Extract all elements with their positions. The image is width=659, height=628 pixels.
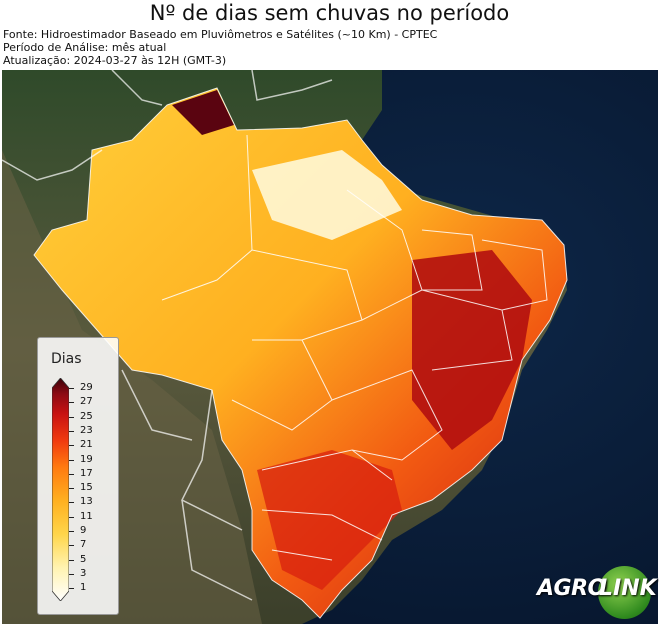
northern-pale-zone bbox=[252, 150, 402, 240]
legend-tick-mark bbox=[69, 573, 74, 575]
legend-tick-mark bbox=[69, 445, 74, 447]
northeast-dark-zone bbox=[412, 250, 532, 450]
legend-tick-label: 1 bbox=[80, 582, 87, 594]
legend-tick-mark bbox=[69, 531, 74, 532]
map-title: Nº de dias sem chuvas no período bbox=[149, 1, 510, 25]
legend-tick-mark bbox=[69, 545, 74, 547]
roraima-dark-zone bbox=[172, 90, 234, 135]
logo-text-agro: AGRO bbox=[537, 576, 606, 601]
legend-tick-mark bbox=[69, 559, 74, 561]
legend-tick-mark bbox=[69, 588, 74, 590]
legend-tick-mark bbox=[69, 488, 74, 490]
update-text: Atualização: 2024-03-27 às 12H (GMT-3) bbox=[3, 54, 227, 67]
legend-tick-mark bbox=[69, 388, 74, 389]
logo-circle bbox=[598, 566, 651, 619]
legend-tick-label: 15 bbox=[80, 482, 93, 494]
legend-tick-label: 13 bbox=[80, 496, 93, 508]
legend-tick-label: 3 bbox=[80, 567, 87, 579]
legend-tick-mark bbox=[69, 459, 74, 461]
legend-tick-label: 27 bbox=[80, 396, 93, 408]
legend-title: Dias bbox=[51, 351, 82, 367]
legend-tick-label: 23 bbox=[80, 424, 93, 436]
legend: Dias 29 27 25 23 21 19 17 15 13 11 9 7 5 3 1 bbox=[37, 337, 119, 615]
legend-tick-label: 25 bbox=[80, 410, 93, 422]
south-dark-zone bbox=[257, 450, 402, 590]
legend-tick-mark bbox=[69, 430, 74, 432]
legend-tick-label: 11 bbox=[80, 510, 93, 522]
legend-tick-label: 29 bbox=[80, 382, 93, 393]
legend-tick-mark bbox=[69, 416, 74, 418]
legend-tick-mark bbox=[69, 502, 74, 504]
brazil-area bbox=[34, 88, 567, 618]
legend-tick-mark bbox=[69, 402, 74, 404]
legend-tick-label: 7 bbox=[80, 539, 87, 551]
legend-tick-label: 19 bbox=[80, 453, 93, 465]
legend-colorbar bbox=[52, 378, 69, 601]
legend-tick-label: 17 bbox=[80, 467, 93, 479]
period-text: Período de Análise: mês atual bbox=[3, 41, 167, 54]
legend-tick-label: 5 bbox=[80, 553, 87, 565]
legend-tick-mark bbox=[69, 516, 74, 518]
legend-tick-label: 21 bbox=[80, 439, 93, 451]
agrolink-logo: AGRO LINK bbox=[537, 566, 657, 622]
logo-text-link: LINK bbox=[599, 576, 657, 601]
legend-tick-label: 9 bbox=[80, 525, 87, 536]
legend-tick-mark bbox=[69, 473, 74, 475]
source-text: Fonte: Hidroestimador Baseado em Pluviôm… bbox=[3, 28, 438, 41]
